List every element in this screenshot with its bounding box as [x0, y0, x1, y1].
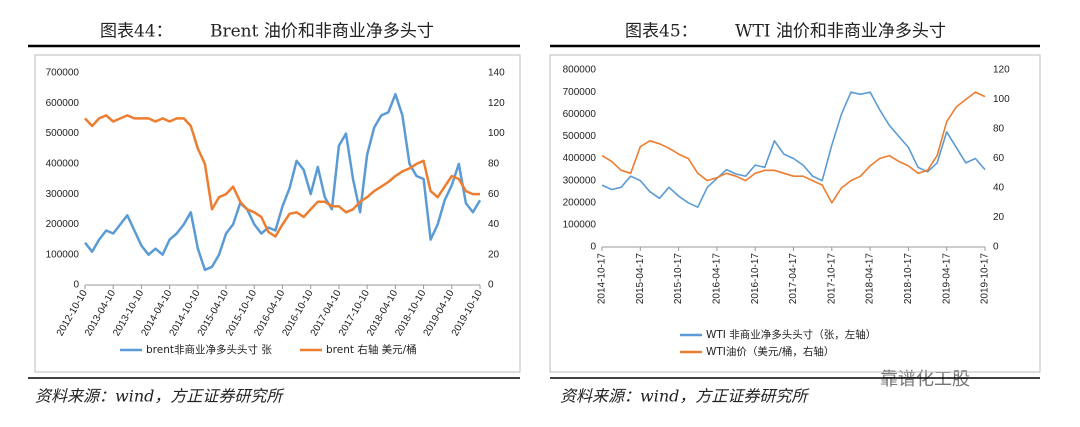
x-tick-label: 2018-10-17: [903, 253, 914, 305]
y-tick-label: 600000: [46, 98, 80, 109]
y-tick-label: 400000: [563, 153, 597, 164]
series-line: [84, 114, 480, 238]
y2-tick-label: 120: [488, 98, 505, 109]
y-tick-label: 100000: [563, 220, 597, 231]
source: 资料来源：wind，方正证券研究所: [35, 387, 285, 406]
chart-frame: [34, 54, 521, 373]
x-tick-label: 2016-04-17: [712, 253, 723, 305]
chart-title: WTI 油价和非商业净多头寸: [735, 22, 946, 42]
y-tick-label: 300000: [563, 175, 597, 186]
y-tick-label: 700000: [46, 68, 80, 79]
y2-tick-label: 0: [993, 242, 999, 253]
y-tick-label: 200000: [563, 197, 597, 208]
x-tick-label: 2017-04-17: [788, 253, 799, 305]
y2-tick-label: 40: [488, 219, 500, 230]
y2-tick-label: 80: [993, 124, 1005, 135]
legend-label: WTI 非商业净多头头寸（张，左轴）: [706, 328, 876, 341]
y-tick-label: 100000: [46, 249, 80, 260]
series-line: [84, 92, 482, 272]
y-tick-label: 600000: [563, 109, 597, 120]
y2-tick-label: 120: [993, 65, 1010, 76]
chart-frame: [549, 54, 1041, 373]
y2-tick-label: 60: [993, 153, 1005, 164]
y-tick-label: 300000: [46, 189, 80, 200]
y2-tick-label: 20: [993, 212, 1005, 223]
y2-tick-label: 80: [488, 158, 500, 169]
legend-label: brent 右轴 美元/桶: [326, 343, 417, 356]
y-tick-label: 800000: [563, 65, 597, 76]
chart-title: Brent 油价和非商业净多头寸: [210, 22, 434, 42]
y-tick-label: 500000: [46, 128, 80, 139]
x-tick-label: 2018-04-17: [865, 253, 876, 305]
y-tick-label: 400000: [46, 158, 80, 169]
y2-tick-label: 60: [488, 189, 500, 200]
source: 资料来源：wind，方正证券研究所: [560, 387, 810, 406]
x-tick-label: 2015-10-17: [673, 253, 684, 305]
y-tick-label: 500000: [563, 131, 597, 142]
y2-tick-label: 40: [993, 183, 1005, 194]
watermark: 靠谱化工股: [880, 369, 970, 390]
x-tick-label: 2019-10-17: [980, 253, 991, 305]
y2-tick-label: 0: [488, 280, 494, 291]
figure-label: 图表45：: [625, 22, 698, 42]
x-tick-label: 2016-10-17: [750, 253, 761, 305]
y-tick-label: 200000: [46, 219, 80, 230]
y2-tick-label: 100: [993, 94, 1010, 105]
figure-label: 图表44：: [100, 22, 173, 42]
y-tick-label: 0: [590, 242, 596, 253]
x-tick-label: 2019-04-17: [941, 253, 952, 305]
x-tick-label: 2014-10-17: [597, 253, 608, 305]
y-tick-label: 0: [73, 280, 79, 291]
y2-tick-label: 20: [488, 249, 500, 260]
legend-label: WTI油价（美元/桶，右轴）: [706, 345, 834, 358]
legend-label: brent非商业净多头头寸 张: [146, 343, 272, 356]
y2-tick-label: 140: [488, 68, 505, 79]
y2-tick-label: 100: [488, 128, 505, 139]
series-line: [601, 91, 986, 208]
series-line: [601, 91, 986, 204]
x-tick-label: 2017-10-17: [826, 253, 837, 305]
y-tick-label: 700000: [563, 87, 597, 98]
x-tick-label: 2015-04-17: [635, 253, 646, 305]
